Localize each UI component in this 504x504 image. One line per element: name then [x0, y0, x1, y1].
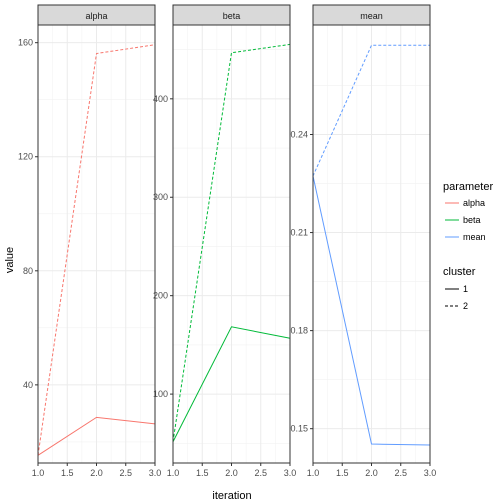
x-tick-label: 2.0	[90, 468, 103, 478]
x-tick-label: 3.0	[149, 468, 162, 478]
y-tick-label: 300	[153, 192, 168, 202]
facet-label-beta: beta	[223, 11, 241, 21]
x-tick-label: 1.5	[61, 468, 74, 478]
x-tick-label: 2.0	[365, 468, 378, 478]
y-tick-label: 160	[18, 38, 33, 48]
y-tick-label: 400	[153, 94, 168, 104]
y-tick-label: 80	[23, 266, 33, 276]
legend-parameter: parameter alpha beta mean	[443, 181, 493, 242]
y-tick-label: 0.18	[290, 326, 308, 336]
y-tick-label: 0.21	[290, 228, 308, 238]
x-tick-label: 3.0	[284, 468, 297, 478]
y-tick-label: 120	[18, 152, 33, 162]
series-line-mean-cluster-2	[312, 44, 430, 177]
panel-mean: mean 0.15 0.18 0.21 0.24 1.0 1.5 2.0 2.5 3.0	[290, 4, 437, 478]
x-tick-label: 1.0	[167, 468, 180, 478]
legend-cluster: cluster 1 2	[443, 266, 476, 311]
x-tick-label: 2.5	[119, 468, 132, 478]
series-line-beta-cluster-1	[172, 326, 291, 442]
legend-cluster-title: cluster	[443, 266, 476, 278]
facet-label-mean: mean	[360, 11, 383, 21]
legend-label-mean: mean	[463, 232, 486, 242]
panel-alpha: alpha 40 80 120 160 1.0 1.5 2.0 2.5 3.0	[18, 4, 162, 478]
y-tick-label: 0.15	[290, 424, 308, 434]
x-axis-title: iteration	[212, 490, 251, 502]
x-tick-label: 1.5	[336, 468, 349, 478]
x-tick-label: 2.5	[254, 468, 267, 478]
legend-label-alpha: alpha	[463, 198, 485, 208]
x-tick-label: 1.0	[32, 468, 45, 478]
panel-beta: beta 100 200 300 400 1.0 1.5 2.0 2.5 3.0	[153, 4, 297, 478]
legend-label-cluster-1: 1	[463, 284, 468, 294]
x-tick-label: 3.0	[424, 468, 437, 478]
series-line-mean-cluster-1	[312, 175, 431, 446]
x-tick-label: 2.5	[394, 468, 407, 478]
legend-parameter-title: parameter	[443, 181, 493, 193]
series-line-alpha-cluster-2	[37, 44, 156, 456]
y-tick-label: 0.24	[290, 130, 308, 140]
x-tick-label: 2.0	[225, 468, 238, 478]
legend-label-beta: beta	[463, 215, 481, 225]
y-axis-title: value	[4, 247, 16, 273]
y-tick-label: 100	[153, 389, 168, 399]
series-line-beta-cluster-2	[172, 43, 291, 442]
legend-label-cluster-2: 2	[463, 301, 468, 311]
x-tick-label: 1.0	[307, 468, 320, 478]
x-tick-label: 1.5	[196, 468, 209, 478]
facet-panels: alpha 40 80 120 160 1.0 1.5 2.0 2.5 3.0 beta 100 200…	[18, 4, 437, 478]
y-tick-label: 40	[23, 380, 33, 390]
facet-label-alpha: alpha	[85, 11, 107, 21]
y-tick-label: 200	[153, 291, 168, 301]
series-line-alpha-cluster-1	[37, 416, 156, 456]
